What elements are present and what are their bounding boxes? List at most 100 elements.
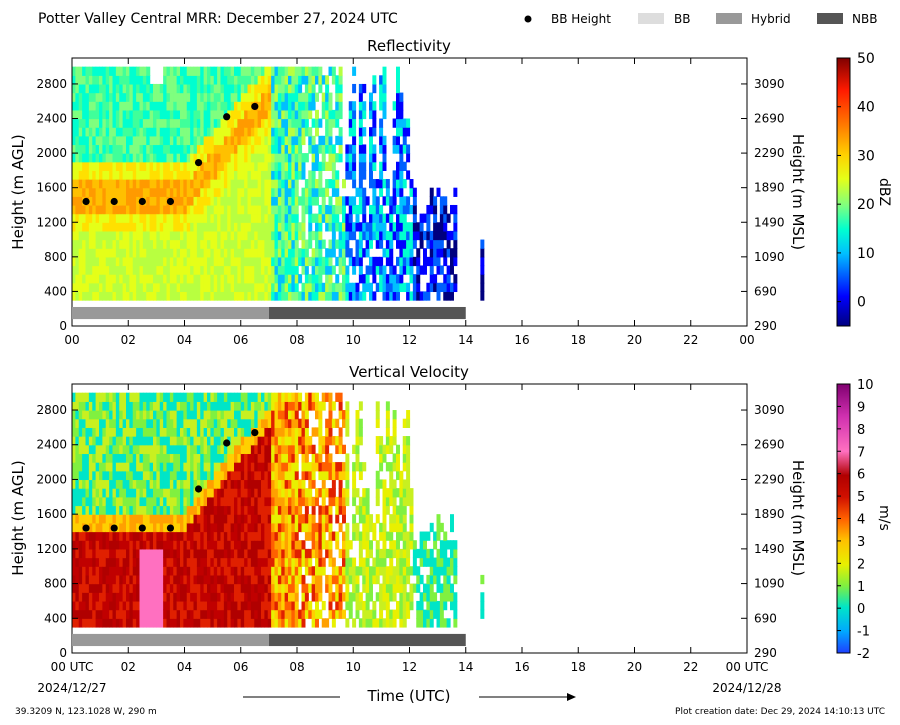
heatmap-cell bbox=[223, 496, 228, 507]
heatmap-cell bbox=[345, 213, 350, 223]
heatmap-cell bbox=[264, 179, 269, 189]
heatmap-cell bbox=[308, 514, 313, 524]
heatmap-cell bbox=[112, 248, 117, 258]
heatmap-cell bbox=[149, 401, 154, 411]
heatmap-cell bbox=[92, 101, 97, 111]
heatmap-cell bbox=[203, 265, 208, 275]
heatmap-cell bbox=[190, 109, 195, 120]
heatmap-cell bbox=[254, 496, 259, 507]
heatmap-cell bbox=[308, 462, 313, 472]
heatmap-cell bbox=[264, 531, 269, 541]
heatmap-cell bbox=[139, 144, 144, 154]
heatmap-cell bbox=[105, 282, 110, 293]
heatmap-cell bbox=[109, 170, 114, 180]
heatmap-cell bbox=[385, 462, 390, 472]
heatmap-cell bbox=[250, 531, 255, 541]
heatmap-cell bbox=[203, 540, 208, 550]
heatmap-cell bbox=[234, 161, 238, 171]
heatmap-cell bbox=[132, 574, 137, 585]
heatmap-cell bbox=[132, 153, 137, 163]
heatmap-cell bbox=[129, 392, 134, 402]
heatmap-cell bbox=[109, 274, 114, 284]
heatmap-cell bbox=[139, 248, 144, 258]
heatmap-cell bbox=[92, 418, 97, 428]
heatmap-cell bbox=[453, 256, 458, 267]
heatmap-cell bbox=[257, 101, 262, 111]
heatmap-cell bbox=[345, 453, 350, 463]
heatmap-cell bbox=[291, 127, 296, 137]
heatmap-cell bbox=[311, 566, 316, 576]
reflectivity-colorbar-label: dBZ bbox=[876, 178, 892, 206]
heatmap-cell bbox=[271, 531, 276, 541]
heatmap-cell bbox=[237, 204, 242, 215]
heatmap-cell bbox=[257, 453, 262, 463]
heatmap-cell bbox=[166, 161, 171, 171]
heatmap-cell bbox=[75, 213, 80, 223]
heatmap-cell bbox=[136, 265, 141, 275]
heatmap-cell bbox=[274, 592, 279, 602]
heatmap-cell bbox=[210, 427, 215, 437]
heatmap-cell bbox=[193, 496, 198, 507]
heatmap-cell bbox=[163, 274, 168, 284]
heatmap-cell bbox=[173, 66, 178, 76]
heatmap-cell bbox=[315, 496, 319, 507]
heatmap-cell bbox=[139, 609, 144, 619]
heatmap-cell bbox=[358, 127, 363, 137]
heatmap-cell bbox=[335, 392, 340, 402]
heatmap-cell bbox=[294, 436, 299, 446]
heatmap-cell bbox=[207, 462, 211, 472]
heatmap-cell bbox=[132, 282, 137, 293]
heatmap-cell bbox=[382, 540, 387, 550]
heatmap-cell bbox=[318, 592, 323, 602]
heatmap-cell bbox=[186, 592, 191, 602]
heatmap-cell bbox=[99, 135, 103, 146]
heatmap-cell bbox=[426, 222, 431, 232]
heatmap-cell bbox=[348, 109, 353, 120]
heatmap-cell bbox=[78, 522, 83, 533]
heatmap-cell bbox=[338, 144, 343, 154]
heatmap-cell bbox=[271, 462, 276, 472]
heatmap-cell bbox=[342, 488, 346, 498]
heatmap-cell bbox=[129, 618, 134, 628]
bb-height-point bbox=[223, 113, 231, 121]
heatmap-cell bbox=[186, 282, 191, 293]
heatmap-cell bbox=[203, 436, 208, 446]
heatmap-cell bbox=[288, 418, 292, 428]
heatmap-cell bbox=[99, 274, 103, 284]
heatmap-cell bbox=[122, 101, 127, 111]
heatmap-cell bbox=[109, 592, 114, 602]
heatmap-cell bbox=[271, 540, 276, 550]
heatmap-cell bbox=[163, 392, 168, 402]
heatmap-cell bbox=[257, 75, 262, 85]
heatmap-cell bbox=[227, 505, 232, 515]
heatmap-cell bbox=[112, 548, 117, 559]
heatmap-cell bbox=[365, 274, 370, 284]
heatmap-cell bbox=[112, 488, 117, 498]
heatmap-cell bbox=[355, 248, 360, 258]
heatmap-cell bbox=[385, 256, 390, 267]
heatmap-cell bbox=[105, 153, 110, 163]
heatmap-cell bbox=[176, 453, 181, 463]
heatmap-cell bbox=[149, 118, 154, 128]
heatmap-cell bbox=[301, 161, 306, 171]
heatmap-cell bbox=[200, 170, 205, 180]
heatmap-cell bbox=[234, 92, 238, 102]
heatmap-cell bbox=[112, 540, 117, 550]
heatmap-cell bbox=[230, 618, 235, 628]
heatmap-cell bbox=[392, 222, 397, 232]
heatmap-cell bbox=[207, 222, 211, 232]
heatmap-cell bbox=[75, 92, 80, 102]
heatmap-cell bbox=[200, 230, 205, 241]
heatmap-cell bbox=[342, 282, 346, 293]
heatmap-cell bbox=[291, 453, 296, 463]
heatmap-cell bbox=[480, 239, 485, 249]
heatmap-cell bbox=[119, 548, 124, 559]
heatmap-cell bbox=[220, 418, 225, 428]
heatmap-cell bbox=[274, 496, 279, 507]
heatmap-cell bbox=[301, 230, 306, 241]
heatmap-cell bbox=[149, 179, 154, 189]
heatmap-cell bbox=[257, 196, 262, 206]
heatmap-cell bbox=[345, 600, 350, 611]
heatmap-cell bbox=[166, 531, 171, 541]
heatmap-cell bbox=[382, 514, 387, 524]
